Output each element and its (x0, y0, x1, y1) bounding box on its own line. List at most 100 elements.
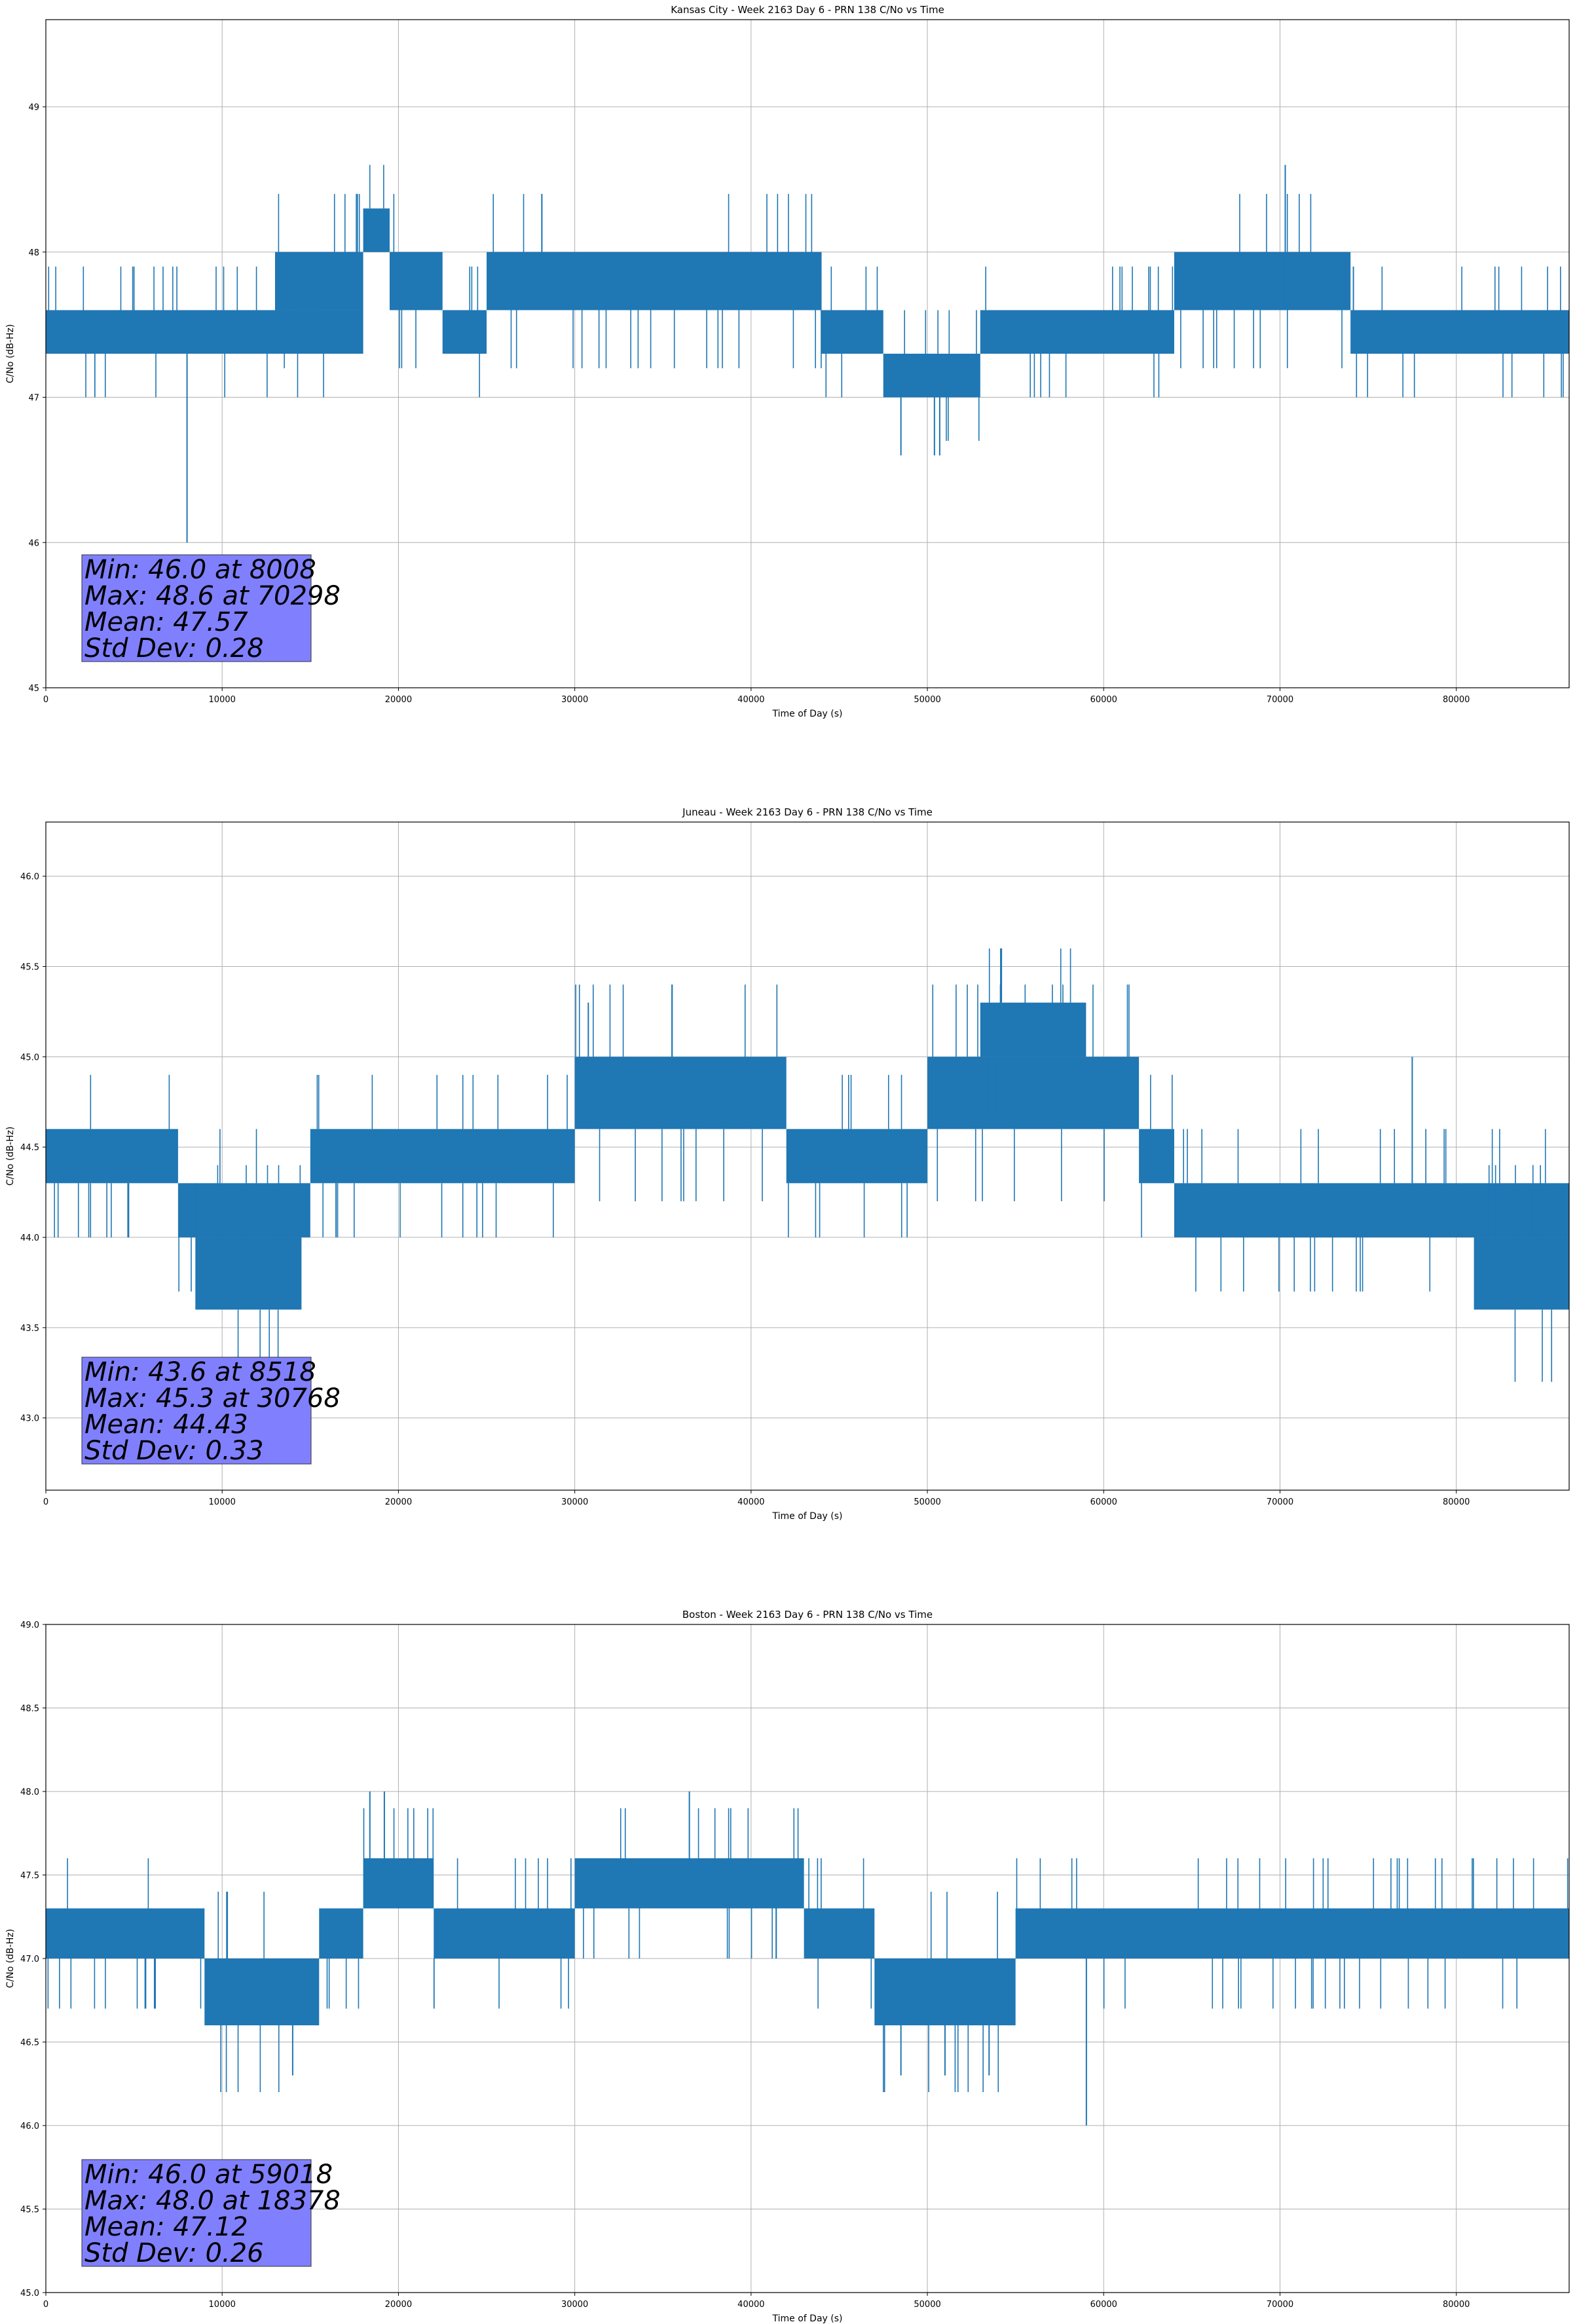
series-trace (46, 164, 1569, 543)
y-tick-label: 43.0 (20, 1414, 39, 1424)
series-band (786, 1129, 928, 1184)
stats-box (81, 554, 312, 662)
chart-title: Juneau - Week 2163 Day 6 - PRN 138 C/No … (682, 806, 933, 818)
y-tick-label: 48 (28, 248, 39, 258)
x-tick-label: 50000 (914, 695, 940, 705)
y-tick-label: 43.5 (20, 1324, 39, 1334)
axes-frame (45, 19, 1570, 688)
stats-line: Max: 48.6 at 70298 (84, 581, 341, 611)
stats-line: Std Dev: 0.33 (84, 1436, 264, 1466)
y-tick-label: 45.0 (20, 2289, 39, 2298)
x-tick-label: 0 (43, 695, 48, 705)
x-tick-label: 20000 (385, 1497, 412, 1507)
x-tick-label: 40000 (737, 695, 764, 705)
x-tick-label: 40000 (737, 2300, 764, 2310)
y-tick-label: 49.0 (20, 1621, 39, 1630)
y-axis-label: C/No (dB-Hz) (5, 1127, 16, 1186)
stats-box (81, 1357, 312, 1465)
x-axis-label: Time of Day (s) (772, 2314, 843, 2324)
x-axis-label: Time of Day (s) (772, 1511, 843, 1522)
x-tick-label: 10000 (209, 695, 236, 705)
chart-title: Boston - Week 2163 Day 6 - PRN 138 C/No … (682, 1609, 933, 1621)
y-tick-label: 46 (28, 538, 39, 548)
series-band (177, 1183, 310, 1238)
subplot-2: 0 10000 20000 30000 40000 50000 60000 70000 8000… (5, 1609, 1570, 2324)
y-axis-label: C/No (dB-Hz) (5, 324, 16, 383)
y-tick-label: 47.5 (20, 1871, 39, 1881)
series-band (874, 1959, 1016, 2025)
y-tick-label: 45.0 (20, 1053, 39, 1062)
y-tick-label: 47 (28, 394, 39, 403)
series-band (46, 1129, 178, 1184)
series-band (883, 354, 980, 398)
series-band (980, 310, 1174, 354)
series-band (804, 1908, 875, 1959)
x-tick-label: 10000 (209, 1497, 236, 1507)
x-tick-label: 80000 (1443, 2300, 1470, 2310)
x-tick-label: 70000 (1267, 2300, 1293, 2310)
series-band (46, 1908, 205, 1959)
series-band (821, 310, 883, 354)
subplot-1: 0 10000 20000 30000 40000 50000 60000 70000 8000… (5, 806, 1570, 1522)
x-tick-label: 20000 (385, 2300, 412, 2310)
series-band (274, 252, 363, 310)
series-band (389, 252, 443, 310)
series-band (1015, 1908, 1569, 1959)
series-band (1350, 310, 1569, 354)
x-tick-label: 0 (43, 2300, 48, 2310)
stats-line: Mean: 47.12 (84, 2212, 248, 2242)
stats-line: Min: 46.0 at 8008 (84, 555, 316, 585)
y-tick-label: 44.0 (20, 1233, 39, 1243)
x-tick-label: 0 (43, 1497, 48, 1507)
y-tick-label: 48.0 (20, 1788, 39, 1797)
x-tick-label: 20000 (385, 695, 412, 705)
y-tick-label: 45 (28, 684, 39, 694)
series-band (1174, 252, 1351, 310)
y-tick-label: 46.0 (20, 2122, 39, 2131)
chart-title: Kansas City - Week 2163 Day 6 - PRN 138 … (671, 4, 944, 16)
series-trace (46, 948, 1569, 1382)
x-tick-label: 10000 (209, 2300, 236, 2310)
series-band (363, 1858, 434, 1909)
stats-line: Min: 43.6 at 8518 (84, 1357, 316, 1387)
series-band (310, 1129, 575, 1184)
y-axis-label: C/No (dB-Hz) (5, 1929, 16, 1988)
subplot-0: 0 10000 20000 30000 40000 50000 60000 70000 8000… (5, 4, 1570, 719)
stats-line: Max: 45.3 at 30768 (84, 1383, 341, 1414)
stats-line: Min: 46.0 at 59018 (84, 2160, 333, 2190)
axes-frame (45, 821, 1570, 1491)
x-tick-label: 30000 (561, 695, 588, 705)
series-band (204, 1959, 320, 2025)
x-tick-label: 60000 (1090, 1497, 1117, 1507)
series-band (46, 310, 363, 354)
x-tick-label: 60000 (1090, 2300, 1117, 2310)
stats-line: Std Dev: 0.26 (84, 2238, 264, 2268)
series-band (1139, 1129, 1174, 1184)
x-axis-label: Time of Day (s) (772, 709, 843, 719)
x-tick-label: 50000 (914, 2300, 940, 2310)
y-tick-label: 48.5 (20, 1704, 39, 1714)
y-tick-label: 45.5 (20, 963, 39, 973)
stats-line: Std Dev: 0.28 (84, 633, 264, 664)
y-tick-label: 44.5 (20, 1143, 39, 1153)
x-tick-label: 80000 (1443, 695, 1470, 705)
series-trace (46, 1791, 1569, 2126)
series-band (487, 252, 822, 310)
series-band (1174, 1183, 1569, 1238)
x-tick-label: 30000 (561, 1497, 588, 1507)
series-band (442, 310, 487, 354)
x-tick-label: 80000 (1443, 1497, 1470, 1507)
series-band (980, 1002, 1086, 1057)
series-band (195, 1237, 302, 1310)
y-tick-label: 46.0 (20, 872, 39, 882)
series-band (363, 208, 390, 252)
y-tick-label: 46.5 (20, 2038, 39, 2048)
stats-line: Max: 48.0 at 18378 (84, 2186, 341, 2216)
y-tick-label: 49 (28, 103, 39, 113)
x-tick-label: 40000 (737, 1497, 764, 1507)
stats-box (81, 2159, 312, 2267)
x-tick-label: 30000 (561, 2300, 588, 2310)
x-tick-label: 60000 (1090, 695, 1117, 705)
stats-line: Mean: 47.57 (84, 607, 248, 637)
